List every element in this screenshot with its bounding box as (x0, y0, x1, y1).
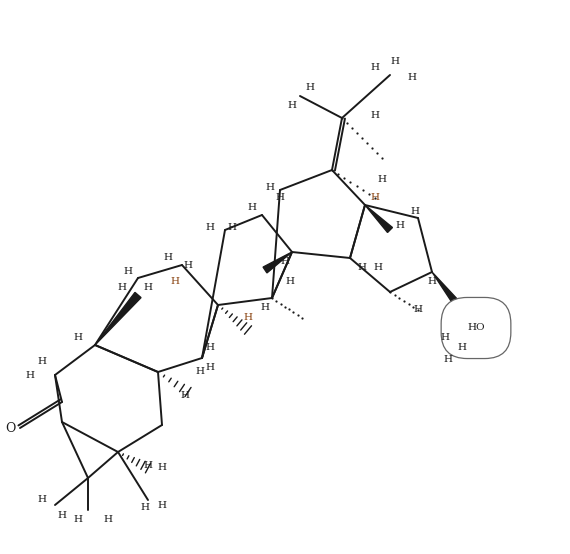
Text: H: H (74, 334, 83, 342)
Text: H: H (286, 278, 295, 286)
Text: H: H (428, 278, 437, 286)
Text: H: H (410, 208, 420, 217)
Text: H: H (140, 504, 149, 512)
Text: O: O (5, 422, 15, 434)
Text: H: H (441, 334, 450, 342)
Text: H: H (181, 391, 189, 399)
Text: H: H (377, 176, 386, 184)
Text: H: H (260, 304, 270, 312)
Text: H: H (26, 371, 35, 379)
Text: H: H (408, 74, 417, 83)
Text: H: H (38, 495, 47, 505)
Text: H: H (144, 460, 153, 469)
Text: H: H (275, 193, 284, 203)
Text: H: H (38, 357, 47, 367)
Text: H: H (373, 264, 382, 273)
Text: H: H (280, 258, 290, 266)
Text: H: H (74, 516, 83, 525)
Text: H: H (306, 84, 315, 93)
Text: H: H (170, 278, 180, 286)
Text: H: H (396, 220, 405, 229)
Text: H: H (227, 223, 237, 233)
Text: H: H (206, 343, 214, 352)
Text: H: H (117, 284, 127, 293)
Text: H: H (370, 110, 380, 120)
Text: H: H (390, 58, 400, 66)
Text: H: H (443, 356, 453, 365)
Text: H: H (104, 516, 112, 525)
Text: H: H (164, 254, 173, 263)
Text: H: H (370, 64, 380, 73)
Text: H: H (124, 268, 132, 276)
Text: H: H (144, 284, 153, 293)
Text: H: H (243, 314, 253, 322)
Polygon shape (365, 205, 393, 233)
Text: H: H (58, 510, 67, 520)
Text: H: H (266, 183, 275, 192)
Text: H: H (206, 223, 214, 233)
Text: H: H (287, 100, 296, 110)
Text: H: H (157, 500, 166, 510)
Text: H: H (206, 363, 214, 372)
Polygon shape (263, 252, 292, 273)
Text: H: H (458, 343, 466, 352)
Text: H: H (157, 464, 166, 473)
Text: H: H (184, 260, 193, 269)
Text: H: H (413, 305, 422, 315)
Text: H: H (247, 203, 256, 213)
Polygon shape (95, 293, 141, 345)
Text: HO: HO (467, 324, 485, 332)
Text: H: H (357, 264, 367, 273)
Polygon shape (432, 272, 481, 332)
Text: H: H (196, 367, 205, 377)
Text: H: H (370, 193, 380, 203)
